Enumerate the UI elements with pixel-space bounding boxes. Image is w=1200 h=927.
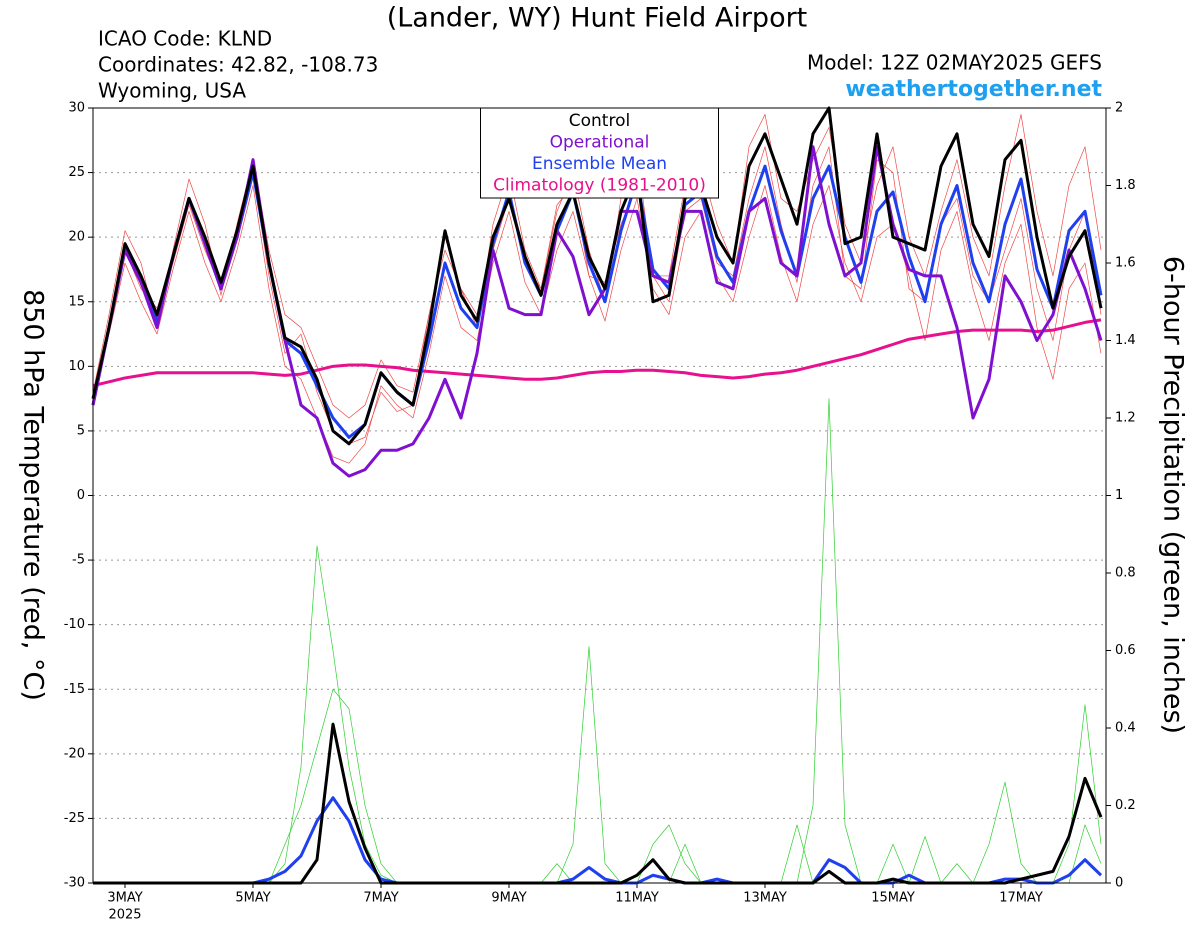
chart-title: (Lander, WY) Hunt Field Airport bbox=[387, 3, 808, 34]
series-line bbox=[92, 318, 1102, 388]
y-tick-label: -30 bbox=[64, 876, 85, 891]
y2-tick-label: 1.6 bbox=[1115, 256, 1136, 271]
y-tick-label: -20 bbox=[64, 746, 85, 761]
y-tick-label: 15 bbox=[68, 294, 85, 309]
legend-entry: Ensemble Mean bbox=[532, 154, 667, 174]
year-label: 2025 bbox=[108, 908, 141, 923]
legend-entry: Operational bbox=[550, 133, 650, 153]
y2-tick-label: 0.4 bbox=[1115, 721, 1136, 736]
x-tick-label: 11MAY bbox=[615, 891, 659, 906]
y2-tick-label: 1.2 bbox=[1115, 411, 1136, 426]
legend-entry: Control bbox=[569, 111, 630, 131]
y-tick-label: 0 bbox=[77, 488, 85, 503]
y-tick-label: -10 bbox=[64, 617, 85, 632]
website: weathertogether.net bbox=[845, 77, 1102, 102]
x-tick-label: 7MAY bbox=[363, 891, 398, 906]
y-tick-label: 5 bbox=[77, 423, 85, 438]
y-tick-label: 20 bbox=[68, 230, 85, 245]
y-axis-title: 850 hPa Temperature (red, °C) bbox=[18, 289, 49, 701]
y-tick-label: -15 bbox=[64, 682, 85, 697]
y2-tick-label: 1.4 bbox=[1115, 333, 1136, 348]
x-tick-label: 15MAY bbox=[871, 891, 915, 906]
model-run: Model: 12Z 02MAY2025 GEFS bbox=[807, 51, 1102, 75]
region: Wyoming, USA bbox=[98, 79, 246, 103]
y-tick-label: -5 bbox=[72, 553, 85, 568]
x-tick-label: 5MAY bbox=[235, 891, 270, 906]
legend-entry: Climatology (1981-2010) bbox=[493, 176, 706, 196]
y2-tick-label: 1.8 bbox=[1115, 178, 1136, 193]
y-tick-label: 30 bbox=[68, 101, 85, 116]
coordinates: Coordinates: 42.82, -108.73 bbox=[98, 53, 378, 77]
y-tick-label: 10 bbox=[68, 359, 85, 374]
member-line bbox=[92, 185, 1102, 464]
y-tick-label: 25 bbox=[68, 165, 85, 180]
x-tick-label: 9MAY bbox=[491, 891, 526, 906]
x-tick-label: 13MAY bbox=[743, 891, 787, 906]
x-tick-label: 3MAY bbox=[107, 891, 142, 906]
station-code: ICAO Code: KLND bbox=[98, 27, 272, 51]
y2-axis-title: 6-hour Precipitation (green, inches) bbox=[1158, 256, 1189, 734]
y2-tick-label: 0.2 bbox=[1115, 798, 1136, 813]
x-tick-label: 17MAY bbox=[999, 891, 1043, 906]
y2-tick-label: 0.8 bbox=[1115, 566, 1136, 581]
y2-tick-label: 0 bbox=[1115, 876, 1123, 891]
y2-tick-label: 2 bbox=[1115, 101, 1123, 116]
y2-tick-label: 0.6 bbox=[1115, 643, 1136, 658]
series-line bbox=[91, 106, 1103, 446]
legend-box bbox=[480, 107, 719, 199]
y-tick-label: -25 bbox=[64, 811, 85, 826]
y2-tick-label: 1 bbox=[1115, 488, 1123, 503]
